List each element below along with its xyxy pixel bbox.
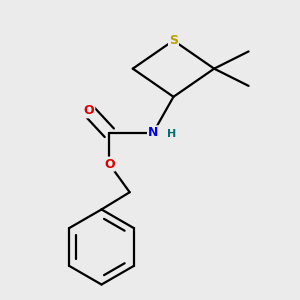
Text: H: H <box>167 129 176 140</box>
Text: N: N <box>148 126 158 139</box>
Text: O: O <box>84 104 94 117</box>
Text: O: O <box>104 158 115 171</box>
Text: S: S <box>169 34 178 47</box>
